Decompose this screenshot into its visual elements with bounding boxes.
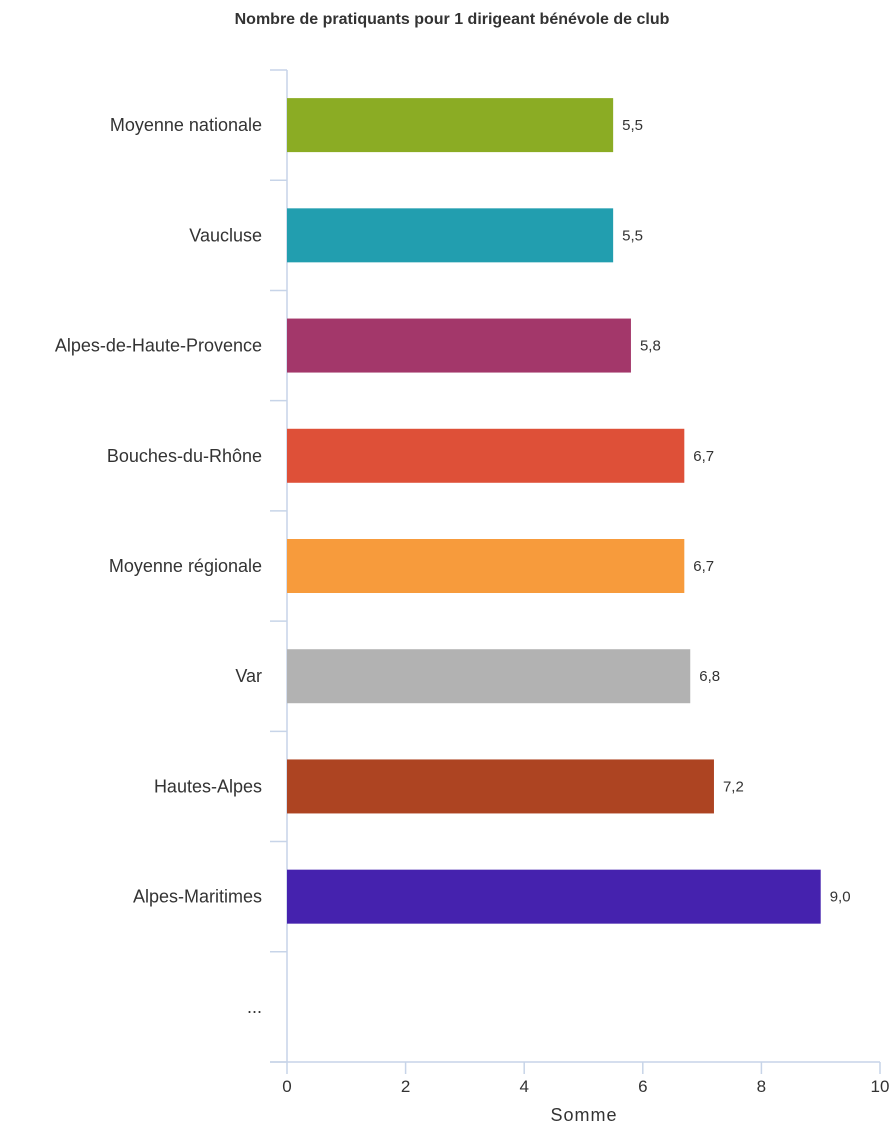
- bar-value-label: 5,5: [622, 227, 643, 244]
- value-axis: 0 2 4 6 8 10: [270, 1061, 890, 1096]
- value-tick-label: 6: [638, 1077, 647, 1096]
- bar-value-label: 5,5: [622, 117, 643, 134]
- category-label: Alpes-de-Haute-Provence: [55, 336, 262, 356]
- value-tick-label: 8: [757, 1077, 766, 1096]
- category-label: Vaucluse: [189, 225, 262, 245]
- category-label: Alpes-Maritimes: [133, 887, 262, 907]
- value-tick-label: 4: [519, 1077, 528, 1096]
- value-tick-label: 2: [401, 1077, 410, 1096]
- bar: [287, 318, 631, 373]
- category-label: Hautes-Alpes: [154, 776, 262, 796]
- bar: [287, 759, 714, 814]
- value-tick-label: 10: [871, 1077, 890, 1096]
- category-label: Var: [235, 666, 262, 686]
- bar: [287, 869, 821, 924]
- bar-value-label: 6,7: [693, 448, 714, 465]
- bars-layer: [287, 98, 821, 924]
- bar-value-label: 5,8: [640, 338, 661, 355]
- x-axis-title: Somme: [550, 1105, 617, 1125]
- category-label: Moyenne nationale: [110, 115, 262, 135]
- category-label: ...: [247, 997, 262, 1017]
- bar: [287, 649, 691, 704]
- bar-value-label: 6,7: [693, 558, 714, 575]
- bar: [287, 208, 614, 263]
- bar-value-label: 7,2: [723, 778, 744, 795]
- bar: [287, 539, 685, 593]
- value-tick-label: 0: [282, 1077, 291, 1096]
- bar: [287, 428, 685, 483]
- category-label: Bouches-du-Rhône: [107, 446, 262, 466]
- bar: [287, 98, 614, 153]
- bar-value-label: 9,0: [830, 889, 851, 906]
- category-axis: Moyenne nationale Vaucluse Alpes-de-Haute-…: [55, 69, 288, 1063]
- bar-value-label: 6,8: [699, 668, 720, 685]
- chart-title: Nombre de pratiquants pour 1 dirigeant b…: [235, 11, 670, 28]
- value-labels-layer: 5,5 5,5 5,8 6,7 6,7 6,8 7,2 9,0: [622, 117, 850, 906]
- category-label: Moyenne régionale: [109, 556, 262, 576]
